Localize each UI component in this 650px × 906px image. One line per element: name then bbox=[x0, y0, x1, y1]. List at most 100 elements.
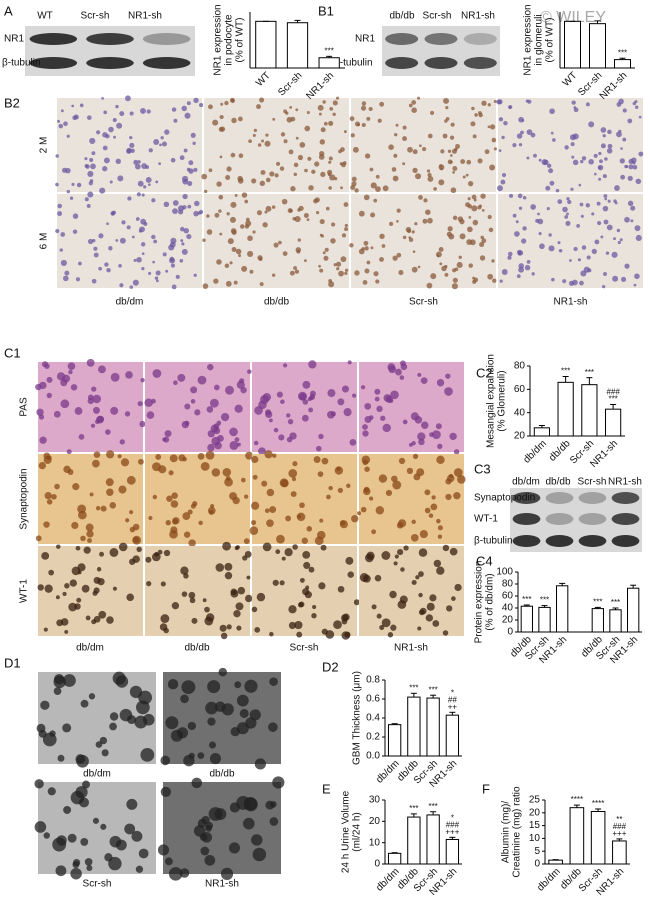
cell bbox=[119, 439, 125, 445]
band bbox=[611, 535, 640, 547]
cell bbox=[491, 259, 495, 263]
cell bbox=[193, 97, 199, 104]
cell bbox=[344, 227, 349, 232]
cell bbox=[290, 116, 296, 122]
cell bbox=[201, 173, 208, 180]
cell bbox=[381, 551, 391, 560]
cell bbox=[189, 597, 196, 604]
cell bbox=[106, 488, 114, 496]
cell bbox=[99, 187, 106, 194]
cell bbox=[591, 248, 597, 255]
cell bbox=[370, 212, 376, 218]
cell bbox=[179, 868, 190, 878]
cell bbox=[212, 119, 219, 126]
cell bbox=[202, 283, 209, 289]
cell bbox=[442, 630, 449, 636]
cell bbox=[127, 715, 137, 725]
micrograph bbox=[38, 546, 143, 636]
cell bbox=[153, 139, 160, 145]
cell bbox=[220, 102, 224, 106]
cell bbox=[413, 473, 421, 481]
cell bbox=[313, 456, 321, 463]
cell bbox=[152, 369, 162, 378]
cell bbox=[449, 135, 455, 140]
cell bbox=[388, 221, 394, 226]
cell bbox=[396, 208, 401, 213]
cell bbox=[125, 371, 133, 379]
cell bbox=[266, 519, 274, 527]
cell bbox=[80, 699, 89, 708]
cell bbox=[236, 442, 241, 447]
cell bbox=[178, 454, 186, 462]
cell bbox=[375, 279, 380, 284]
cell bbox=[467, 197, 471, 201]
cell bbox=[60, 259, 67, 267]
cell bbox=[432, 620, 440, 627]
cell bbox=[364, 246, 369, 251]
cell bbox=[388, 365, 396, 374]
cell bbox=[72, 229, 78, 234]
cell bbox=[170, 526, 178, 534]
lane-label: NR1-sh bbox=[608, 477, 642, 488]
cell bbox=[488, 227, 494, 233]
cell bbox=[322, 100, 326, 104]
cell bbox=[157, 549, 163, 555]
cell bbox=[188, 539, 196, 547]
cell bbox=[125, 518, 130, 523]
cell bbox=[440, 149, 445, 154]
cell bbox=[110, 372, 120, 382]
y-tick-label: 30 bbox=[369, 795, 381, 806]
y-tick-label: 60 bbox=[514, 384, 526, 395]
cell bbox=[224, 100, 229, 106]
cell bbox=[71, 521, 79, 530]
cell bbox=[206, 214, 210, 218]
cell bbox=[245, 451, 254, 460]
cell bbox=[298, 205, 304, 211]
bar bbox=[590, 811, 606, 865]
y-tick-label: 0.2 bbox=[366, 732, 380, 743]
cell bbox=[164, 857, 173, 866]
cell bbox=[362, 574, 371, 583]
band bbox=[463, 57, 497, 69]
cell bbox=[389, 590, 397, 599]
cell bbox=[92, 238, 96, 243]
cell bbox=[60, 379, 68, 387]
cell bbox=[252, 133, 256, 137]
cell bbox=[449, 547, 458, 556]
cell bbox=[273, 427, 279, 433]
y-tick-label: 40 bbox=[502, 603, 514, 614]
cell bbox=[487, 125, 491, 129]
cell bbox=[280, 479, 289, 488]
cell bbox=[249, 269, 254, 274]
cell bbox=[419, 144, 422, 148]
cell bbox=[593, 153, 598, 158]
cell bbox=[96, 130, 101, 135]
cell bbox=[311, 169, 316, 174]
cell bbox=[283, 363, 288, 368]
cell bbox=[129, 135, 133, 140]
y-tick-label: 20 bbox=[529, 807, 541, 818]
cell bbox=[292, 461, 298, 467]
cell bbox=[379, 257, 384, 262]
cell bbox=[213, 427, 221, 435]
cell bbox=[190, 503, 196, 509]
cell bbox=[337, 585, 345, 593]
y-axis-label: (% Glomeruli) bbox=[497, 370, 508, 431]
cell bbox=[467, 180, 474, 187]
cell bbox=[577, 258, 581, 262]
panel-label: D1 bbox=[4, 655, 21, 670]
cell bbox=[184, 112, 191, 119]
cell bbox=[236, 380, 245, 389]
cell bbox=[562, 279, 567, 284]
cell bbox=[343, 130, 347, 134]
cell bbox=[271, 205, 276, 209]
cell bbox=[306, 110, 310, 115]
cell bbox=[600, 127, 607, 133]
cell bbox=[245, 594, 253, 603]
cell bbox=[399, 595, 408, 604]
cell bbox=[290, 186, 296, 192]
cell bbox=[468, 263, 474, 268]
cell bbox=[234, 404, 243, 413]
cell bbox=[230, 97, 235, 103]
cell bbox=[193, 167, 198, 172]
